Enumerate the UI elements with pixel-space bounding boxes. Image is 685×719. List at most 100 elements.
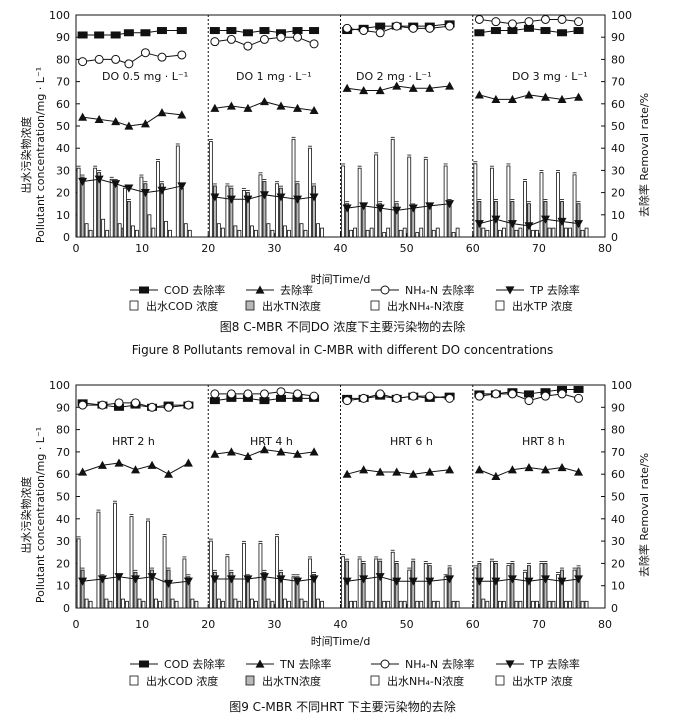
fig9-marker-nh4 <box>524 396 534 406</box>
fig8-bar-nh4 <box>266 223 271 238</box>
fig8-bar-cod <box>242 189 246 238</box>
fig9-bar-cod <box>556 574 560 609</box>
fig8-marker-cod <box>140 29 151 37</box>
fig8-marker-nh4 <box>474 14 484 24</box>
fig9-marker-tn <box>342 469 352 478</box>
fig8-bar-nh4 <box>451 232 456 238</box>
fig9-bar-cod <box>162 536 167 609</box>
fig9-marker-nh4 <box>491 389 501 399</box>
fig8-bar-nh4 <box>415 232 420 238</box>
fig9-legend-marker-nh4 <box>380 659 390 669</box>
fig9-marker-tp <box>540 575 550 584</box>
fig8-marker-cod <box>523 24 534 32</box>
fig8-bar-cod <box>423 158 428 238</box>
fig9-ytick-label-left: 90 <box>56 401 70 414</box>
fig9-ytick-label-left: 30 <box>56 535 70 548</box>
fig8-caption-en: Figure 8 Pollutants removal in C-MBR wit… <box>131 343 554 357</box>
fig9-bar-tp <box>353 600 358 609</box>
fig9-ytick-label-right: 80 <box>611 424 625 437</box>
fig8-bar-cod <box>93 167 98 238</box>
fig9-marker-tp <box>574 575 584 584</box>
fig9-marker-tn <box>183 458 193 467</box>
fig8-marker-cod <box>123 29 134 37</box>
fig9-bar-tn <box>117 576 121 609</box>
fig9-marker-tp <box>445 575 455 584</box>
fig9-bar-tn <box>576 567 581 609</box>
fig9-bar-nh4 <box>84 598 89 609</box>
fig8-bar-cod <box>539 172 544 238</box>
fig8-bar-tp <box>501 227 506 238</box>
fig9-bar-tp <box>485 600 490 609</box>
fig8-marker-cod <box>557 29 568 37</box>
fig9-legend-swatch-tn <box>245 675 255 686</box>
fig9-bar-tp <box>435 600 440 609</box>
fig8-ytick-label-left: 50 <box>56 120 70 133</box>
fig9-marker-nh4 <box>226 389 236 399</box>
fig9-bar-tn <box>427 565 432 609</box>
fig8-bar-nh4 <box>147 214 152 238</box>
fig8-legend-marker-tp <box>505 286 515 295</box>
fig9-bar-tp <box>194 600 199 609</box>
fig9-bar-tp <box>141 600 146 609</box>
fig9-ytick-label-right: 60 <box>611 468 625 481</box>
fig9-bar-nh4 <box>481 598 486 609</box>
fig8-bar-tn <box>312 185 316 238</box>
fig8-marker-tn <box>124 121 134 130</box>
fig8-bar-tn <box>378 203 383 238</box>
fig9-marker-nh4 <box>259 389 269 399</box>
fig8-marker-tp <box>375 204 385 213</box>
fig8-legend-bar-text-tp: 出水TP 浓度 <box>512 299 573 313</box>
fig9-marker-tn <box>557 463 567 472</box>
fig8-marker-tn <box>259 97 269 106</box>
fig9-bar-cod <box>76 538 81 609</box>
fig8-bar-nh4 <box>316 223 320 238</box>
fig8-bar-tn <box>80 176 85 238</box>
fig9-ytick-label-right: 0 <box>611 602 618 615</box>
fig8-xtick-label: 30 <box>267 242 281 255</box>
fig8-xtick-label: 10 <box>135 242 149 255</box>
fig8-ylabel-left-en: Pollutant concentration/mg · L⁻¹ <box>34 67 47 243</box>
fig9-bar-nh4 <box>233 598 238 609</box>
fig9-bar-nh4 <box>497 600 502 609</box>
fig8-marker-nh4 <box>210 37 220 47</box>
fig9-marker-tp <box>276 575 286 584</box>
fig8-bar-nh4 <box>233 225 238 238</box>
fig8-marker-nh4 <box>540 14 550 24</box>
fig8-ytick-label-left: 90 <box>56 31 70 44</box>
fig9-marker-cod <box>275 394 286 402</box>
fig9-bar-tn <box>527 565 531 609</box>
fig8-bar-tp <box>134 229 139 238</box>
fig8-marker-cod <box>474 29 485 37</box>
fig8-marker-cod <box>94 31 105 39</box>
fig8-marker-tn <box>408 83 418 92</box>
fig8-bar-tn <box>279 187 283 238</box>
fig8-bar-cod <box>225 185 230 238</box>
fig8-ytick-label-left: 30 <box>56 164 70 177</box>
fig8-bar-cod <box>175 145 180 238</box>
fig8-marker-cod <box>540 27 551 35</box>
fig8-bar-tp <box>584 227 589 238</box>
fig8-bar-tn <box>510 201 515 238</box>
fig9-marker-tp <box>183 577 193 586</box>
fig9-marker-tp <box>210 575 220 584</box>
fig9-bar-cod <box>523 571 527 609</box>
fig8-bar-tn <box>179 187 184 238</box>
fig8-marker-tp <box>293 195 303 204</box>
fig8-marker-tn <box>276 101 286 110</box>
fig8-marker-nh4 <box>243 41 253 51</box>
fig8-bar-tn <box>295 183 300 238</box>
fig8-marker-nh4 <box>124 59 134 69</box>
fig8-ytick-label-right: 70 <box>611 76 625 89</box>
fig9-marker-tn <box>276 447 286 456</box>
fig9-marker-tp <box>408 577 418 586</box>
fig9-bar-cod <box>489 560 494 609</box>
fig8-xtick-label: 0 <box>73 242 80 255</box>
fig9-bar-tn <box>543 563 548 609</box>
fig8-marker-tn <box>557 94 567 103</box>
fig8-marker-nh4 <box>157 52 167 62</box>
fig9-marker-tn <box>491 471 501 481</box>
fig8-bar-tp <box>320 227 324 238</box>
fig9-bar-nh4 <box>580 600 585 609</box>
fig9-legend-text-nh4: NH₄-N 去除率 <box>405 657 475 671</box>
fig9-bar-tp <box>88 600 93 609</box>
